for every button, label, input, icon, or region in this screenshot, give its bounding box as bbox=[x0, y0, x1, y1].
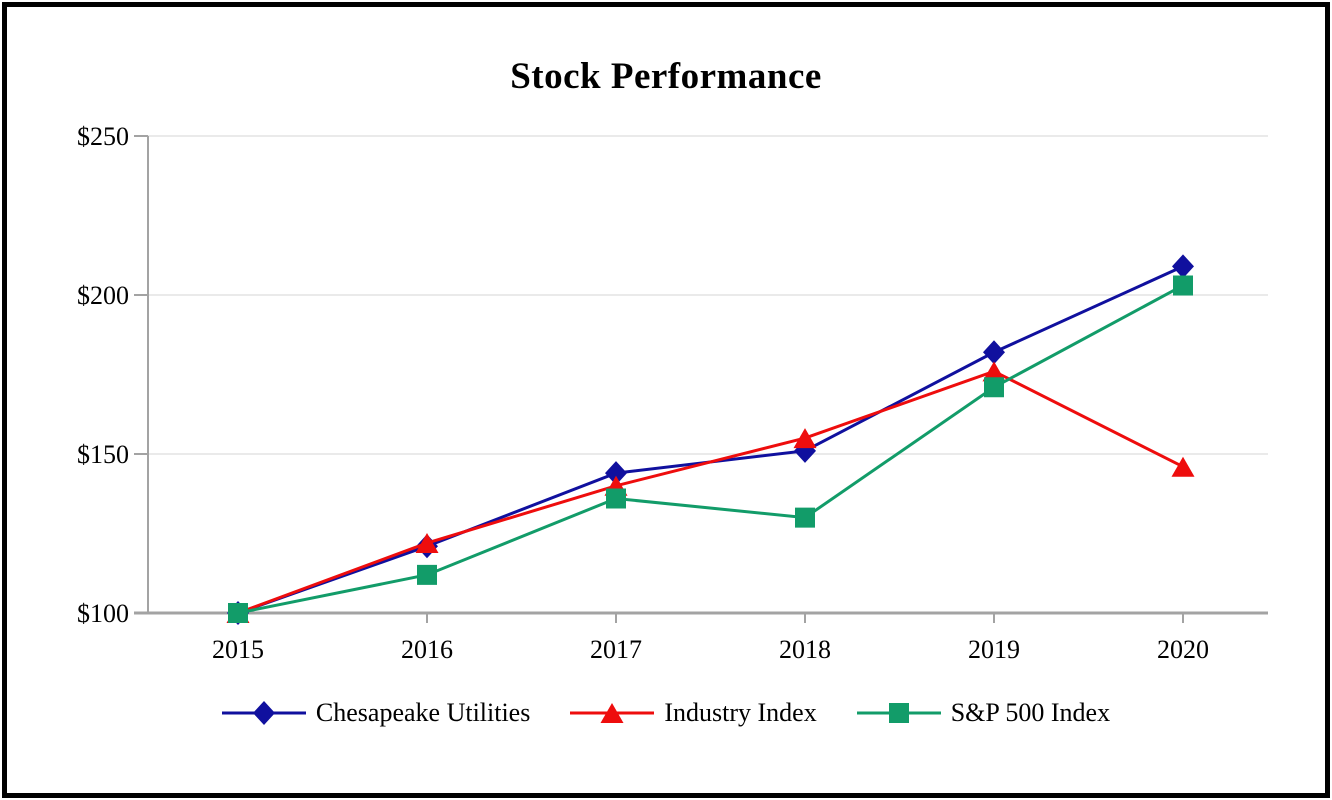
marker-chesapeake-utilities-2019 bbox=[983, 340, 1005, 365]
legend-item-s-p-500-index: S&P 500 Index bbox=[856, 698, 1111, 728]
x-tick-label-2020: 2020 bbox=[1157, 635, 1209, 664]
marker-industry-index-2019 bbox=[982, 361, 1006, 382]
square-icon bbox=[888, 703, 909, 723]
y-tick-label-100: $100 bbox=[77, 599, 129, 628]
diamond-legend-icon bbox=[221, 701, 306, 725]
legend-item-industry-index: Industry Index bbox=[570, 698, 817, 728]
triangle-icon bbox=[600, 703, 624, 723]
triangle-legend-icon bbox=[570, 703, 655, 723]
marker-industry-index-2020 bbox=[1171, 456, 1195, 477]
y-tick-label-200: $200 bbox=[77, 281, 129, 310]
series-line-s-p-500-index bbox=[237, 284, 1184, 615]
x-tick-label-2016: 2016 bbox=[401, 635, 453, 664]
diamond-icon bbox=[252, 701, 275, 725]
marker-industry-index-2016 bbox=[415, 533, 439, 554]
marker-s-p-500-index-2018 bbox=[795, 507, 815, 528]
y-tick-label-250: $250 bbox=[77, 122, 129, 151]
series-line-industry-index bbox=[237, 369, 1184, 615]
legend-label: Industry Index bbox=[664, 698, 817, 727]
chart-legend: Chesapeake Utilities Industry Index S&P 50… bbox=[7, 698, 1325, 728]
marker-s-p-500-index-2015 bbox=[228, 603, 248, 623]
square-legend-icon bbox=[856, 703, 941, 723]
legend-label: S&P 500 Index bbox=[950, 698, 1111, 727]
marker-chesapeake-utilities-2017 bbox=[605, 461, 627, 486]
legend-label: Chesapeake Utilities bbox=[315, 698, 531, 727]
marker-industry-index-2018 bbox=[793, 428, 817, 449]
marker-s-p-500-index-2017 bbox=[606, 488, 626, 509]
chart-title: Stock Performance bbox=[510, 56, 822, 97]
y-tick-label-150: $150 bbox=[77, 440, 129, 469]
marker-s-p-500-index-2019 bbox=[984, 377, 1004, 398]
marker-s-p-500-index-2020 bbox=[1173, 275, 1193, 296]
marker-chesapeake-utilities-2020 bbox=[1172, 254, 1194, 279]
marker-s-p-500-index-2016 bbox=[417, 564, 437, 585]
x-tick-label-2015: 2015 bbox=[212, 635, 264, 664]
legend-item-chesapeake-utilities: Chesapeake Utilities bbox=[221, 698, 531, 728]
x-tick-label-2019: 2019 bbox=[968, 635, 1020, 664]
x-tick-label-2017: 2017 bbox=[590, 635, 642, 664]
x-tick-label-2018: 2018 bbox=[779, 635, 831, 664]
